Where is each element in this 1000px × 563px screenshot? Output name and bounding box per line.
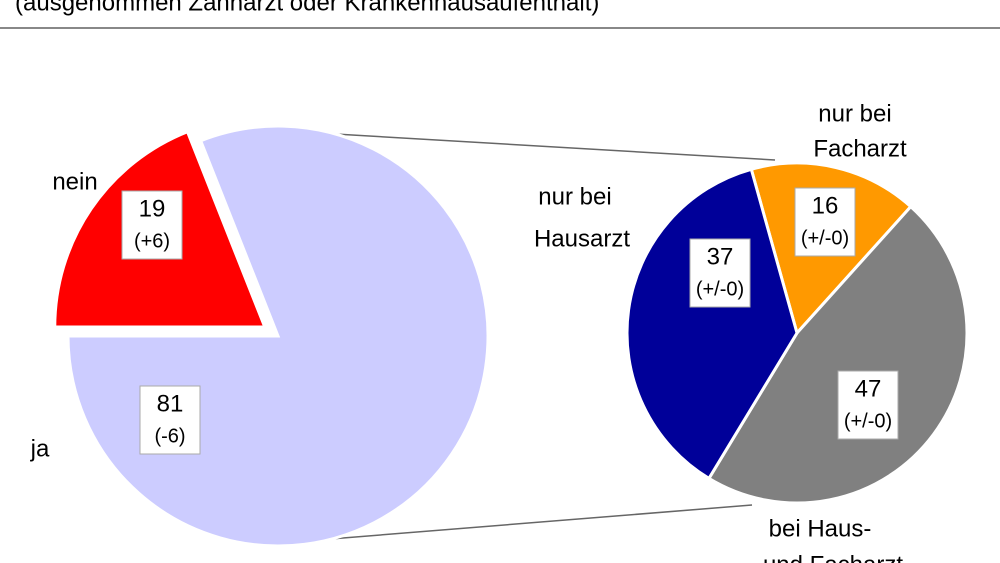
change-label: (+/-0) (696, 278, 744, 300)
label-box (837, 370, 899, 440)
change-label: (+6) (134, 230, 170, 252)
category-label: bei Haus- (769, 515, 872, 542)
label-box (121, 190, 183, 260)
category-label: und Facharzt (763, 551, 903, 563)
category-label: nur bei (818, 100, 891, 127)
value-label: 81 (157, 390, 184, 417)
pie-slice (625, 167, 799, 481)
label-box (794, 187, 856, 257)
subtitle: (ausgenommen Zahnarzt oder Krankenhausau… (15, 0, 599, 16)
value-label: 47 (855, 375, 882, 402)
change-label: (+/-0) (801, 227, 849, 249)
category-label: ja (30, 435, 50, 462)
value-label: 19 (139, 195, 166, 222)
category-label: nur bei (538, 183, 611, 210)
value-label: 16 (812, 192, 839, 219)
pie-slice (706, 204, 969, 505)
label-box (689, 238, 751, 308)
category-label: Hausarzt (534, 225, 630, 252)
label-box (139, 385, 201, 455)
category-label: Facharzt (813, 135, 907, 162)
category-label: nein (52, 168, 97, 195)
change-label: (+/-0) (844, 410, 892, 432)
connector (317, 504, 753, 541)
value-label: 37 (707, 243, 734, 270)
change-label: (-6) (154, 425, 185, 447)
connector (317, 132, 776, 161)
